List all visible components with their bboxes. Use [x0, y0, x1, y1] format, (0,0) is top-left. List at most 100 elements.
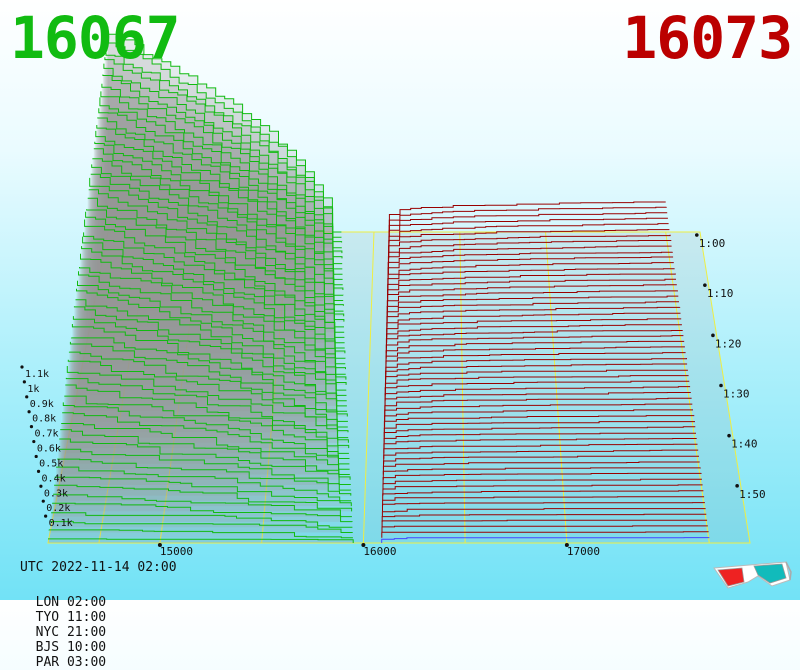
bid-depth-line: [67, 359, 349, 439]
bid-price: 16067: [10, 4, 181, 72]
bid-depth-fill: [49, 529, 353, 538]
bid-depth-line: [96, 125, 344, 290]
time-tick-marker: [719, 383, 723, 388]
depth-tick-label: 0.5k: [39, 458, 63, 469]
bid-depth-line: [81, 246, 346, 370]
ask-depth-line: [386, 301, 679, 327]
bid-depth-fill: [103, 63, 342, 254]
depth-tick-label: 0.3k: [44, 488, 68, 499]
x-tick-marker: [361, 543, 366, 547]
ask-depth-line: [381, 537, 710, 543]
ask-depth-line: [381, 513, 707, 522]
depth-tick-marker: [34, 454, 38, 459]
ask-depth-line: [386, 324, 682, 348]
bid-depth-fill: [56, 467, 352, 501]
clock-nyc: NYC 21:00: [35, 625, 107, 640]
ask-depth-line: [388, 240, 672, 269]
bid-depth-line: [69, 341, 348, 428]
bid-depth-line: [71, 324, 348, 417]
bid-depth-line: [105, 49, 343, 243]
ask-depth-line: [385, 340, 685, 364]
axis-labels: 15000 16000 17000 0.1k 0.2k 0.3k 0.4k 0.5k 0.6k 0…: [20, 233, 766, 558]
ask-depth-line: [384, 392, 691, 412]
ask-depth-line: [386, 295, 679, 322]
bid-depth-line: [58, 448, 352, 491]
bid-depth-line: [70, 337, 348, 422]
bid-depth-fill: [86, 209, 345, 343]
bid-depth-fill: [78, 271, 347, 385]
time-tick-marker: [711, 333, 715, 338]
time-tick-label: 1:10: [707, 287, 734, 300]
bid-depth-line: [51, 512, 353, 528]
bid-depth-line: [54, 484, 353, 512]
ask-depth-line: [384, 380, 690, 401]
ask-depth-line: [383, 438, 697, 454]
bid-depth-line: [82, 236, 346, 365]
ask-depth-line: [382, 478, 702, 491]
depth-tick-marker: [39, 484, 43, 488]
bid-depth-fill: [107, 39, 342, 238]
time-tick-marker: [727, 433, 731, 438]
ask-depth-line: [385, 330, 683, 354]
depth-tick-marker: [36, 469, 41, 473]
bid-depth-fill: [108, 26, 342, 232]
bid-depth-line: [56, 466, 352, 502]
depth-tick-marker: [25, 395, 29, 399]
bid-depth-line: [66, 366, 349, 443]
ask-depth-line: [387, 251, 673, 280]
ask-depth-line: [383, 455, 699, 470]
ask-depth-line: [387, 256, 674, 285]
clock-par: PAR 03:00: [35, 655, 107, 670]
ask-depth-line: [388, 229, 670, 259]
timezone-clocks: LON 02:00 TYO 11:00 NYC 21:00 BJS 10:00 …: [20, 580, 130, 670]
price-gridline: [362, 231, 375, 544]
ask-depth-line: [386, 312, 681, 338]
time-tick-label: 1:00: [699, 237, 726, 250]
depth-tick-label: 0.6k: [37, 444, 61, 455]
bid-depth-line: [73, 306, 347, 407]
price-gridline: [98, 231, 152, 544]
bid-depth-line: [85, 211, 345, 349]
ask-depth-line: [383, 426, 696, 443]
ask-depth-line: [387, 278, 676, 306]
ask-depth-line: [387, 262, 674, 290]
bid-depth-line: [98, 108, 343, 280]
ask-depth-line: [385, 363, 688, 385]
bid-depth-fill: [94, 141, 344, 301]
bid-depth-line: [86, 209, 345, 344]
bid-depth-series: [48, 26, 354, 543]
ask-depth-line: [382, 472, 702, 485]
ask-depth-line: [382, 490, 704, 501]
ask-depth-series: [381, 201, 710, 543]
ask-depth-line: [388, 201, 666, 232]
ask-depth-line: [383, 449, 699, 464]
depth-tick-label: 0.1k: [49, 518, 73, 529]
ask-depth-line: [381, 519, 708, 528]
ask-depth-line: [387, 273, 676, 301]
bid-depth-fill: [89, 177, 344, 327]
bid-depth-line: [84, 219, 346, 354]
bid-depth-fill: [48, 538, 354, 543]
time-tick-label: 1:40: [731, 438, 758, 451]
bid-depth-line: [65, 377, 350, 449]
bid-depth-line: [75, 299, 347, 402]
ask-depth-line: [381, 525, 708, 533]
bid-depth-line: [50, 521, 353, 533]
bid-depth-line: [107, 26, 342, 233]
x-tick-marker: [157, 543, 162, 547]
ask-depth-line: [383, 421, 695, 438]
time-tick-marker: [695, 233, 699, 237]
ask-depth-line: [388, 234, 671, 264]
bid-depth-line: [104, 57, 342, 249]
bid-depth-line: [61, 423, 350, 475]
x-tick-label: 17000: [567, 545, 600, 558]
depth-tick-label: 0.7k: [34, 429, 58, 440]
order-book-depth-chart: 15000 16000 17000 0.1k 0.2k 0.3k 0.4k 0.5k 0.6k 0…: [20, 26, 766, 558]
bid-depth-line: [88, 189, 345, 333]
bid-depth-line: [87, 197, 345, 338]
clock-bjs: BJS 10:00: [35, 640, 107, 655]
ask-depth-line: [382, 502, 705, 512]
bid-depth-fill: [90, 174, 344, 322]
depth-tick-label: 0.9k: [30, 399, 54, 410]
3d-glasses-icon[interactable]: [712, 558, 792, 592]
